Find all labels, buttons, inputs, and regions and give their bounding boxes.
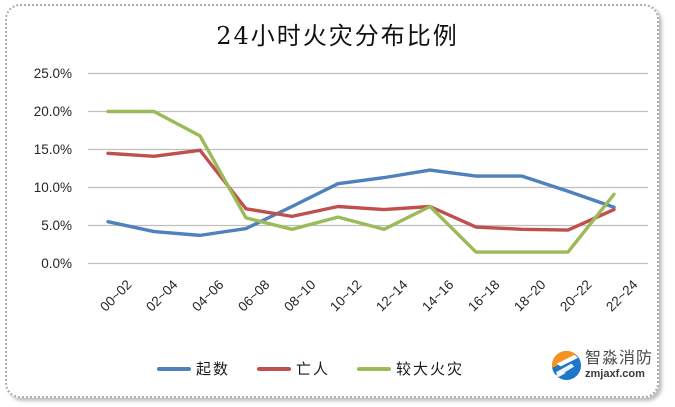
chart-legend: 起数 亡人 较大火灾 <box>0 358 621 379</box>
legend-label-wangren: 亡人 <box>295 361 330 378</box>
chart-title: 24小时火灾分布比例 <box>216 22 459 50</box>
legend-line-swatch-wangren <box>256 366 291 371</box>
y-axis-tick-label: 5.0% <box>41 217 72 233</box>
series-line-wangren <box>106 148 616 232</box>
y-axis-tick-label: 15.0% <box>33 141 72 157</box>
zhimiao-logo-icon <box>551 350 582 381</box>
legend-label-jiaodahuozai: 较大火灾 <box>396 361 465 378</box>
legend-item-wangren: 亡人 <box>256 358 330 379</box>
series-line-qishu <box>106 168 616 238</box>
watermark-domain-text: zmjaxf.com <box>585 368 645 380</box>
legend-line-swatch-jiaodahuozai <box>357 366 391 371</box>
watermark-brand-text: 智淼消防 <box>585 350 654 367</box>
legend-item-jiaodahuozai: 较大火灾 <box>357 358 464 379</box>
y-axis-tick-label: 10.0% <box>33 179 72 195</box>
watermark-logo: 智淼消防 zmjaxf.com <box>551 350 653 381</box>
series-line-jiaodahuozai <box>106 109 616 254</box>
legend-label-qishu: 起数 <box>195 361 230 378</box>
legend-line-swatch-qishu <box>156 366 191 371</box>
y-axis-tick-label: 20.0% <box>33 103 72 119</box>
watermark-texts: 智淼消防 zmjaxf.com <box>585 351 653 380</box>
y-axis-tick-label: 25.0% <box>33 65 72 81</box>
chart-border-frame <box>5 4 659 398</box>
y-axis-tick-label: 0.0% <box>41 255 72 271</box>
legend-item-qishu: 起数 <box>156 358 230 379</box>
